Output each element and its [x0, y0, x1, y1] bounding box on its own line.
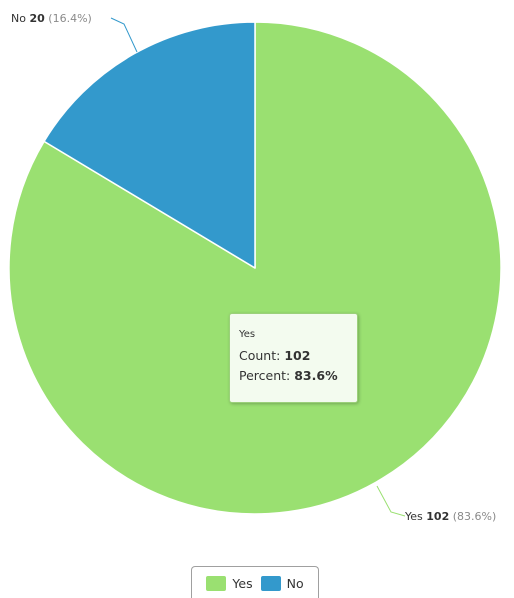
legend-label-no: No: [286, 576, 304, 591]
data-label-no-value: 20: [29, 12, 45, 25]
data-label-yes: Yes 102 (83.6%): [404, 510, 496, 523]
tooltip-percent-label: Percent:: [239, 368, 291, 383]
legend-swatch-no: [260, 576, 281, 591]
data-label-no-percent: (16.4%): [48, 12, 92, 25]
tooltip-percent-row: Percent: 83.6%: [239, 366, 357, 386]
pie-slices: [8, 21, 502, 515]
connector-no: [110, 17, 138, 53]
legend: Yes No: [191, 566, 319, 598]
tooltip-count-value: 102: [284, 348, 311, 363]
tooltip-count-row: Count: 102: [239, 346, 357, 366]
legend-swatch-yes: [206, 576, 227, 591]
tooltip: Yes Count: 102 Percent: 83.6%: [229, 313, 358, 403]
legend-item-yes[interactable]: Yes: [206, 576, 253, 591]
label-connectors: [110, 17, 406, 517]
data-label-yes-percent: (83.6%): [453, 510, 497, 523]
data-label-no-name: No: [11, 12, 26, 25]
legend-item-no[interactable]: No: [260, 576, 304, 591]
data-label-yes-value: 102: [426, 510, 449, 523]
connector-yes: [376, 485, 406, 517]
data-label-yes-name: Yes: [404, 510, 423, 523]
data-label-no: No 20 (16.4%): [11, 12, 92, 25]
pie-slice-no[interactable]: [43, 21, 256, 269]
tooltip-percent-value: 83.6%: [294, 368, 338, 383]
legend-label-yes: Yes: [232, 576, 253, 591]
tooltip-count-label: Count:: [239, 348, 281, 363]
tooltip-title: Yes: [239, 329, 256, 340]
